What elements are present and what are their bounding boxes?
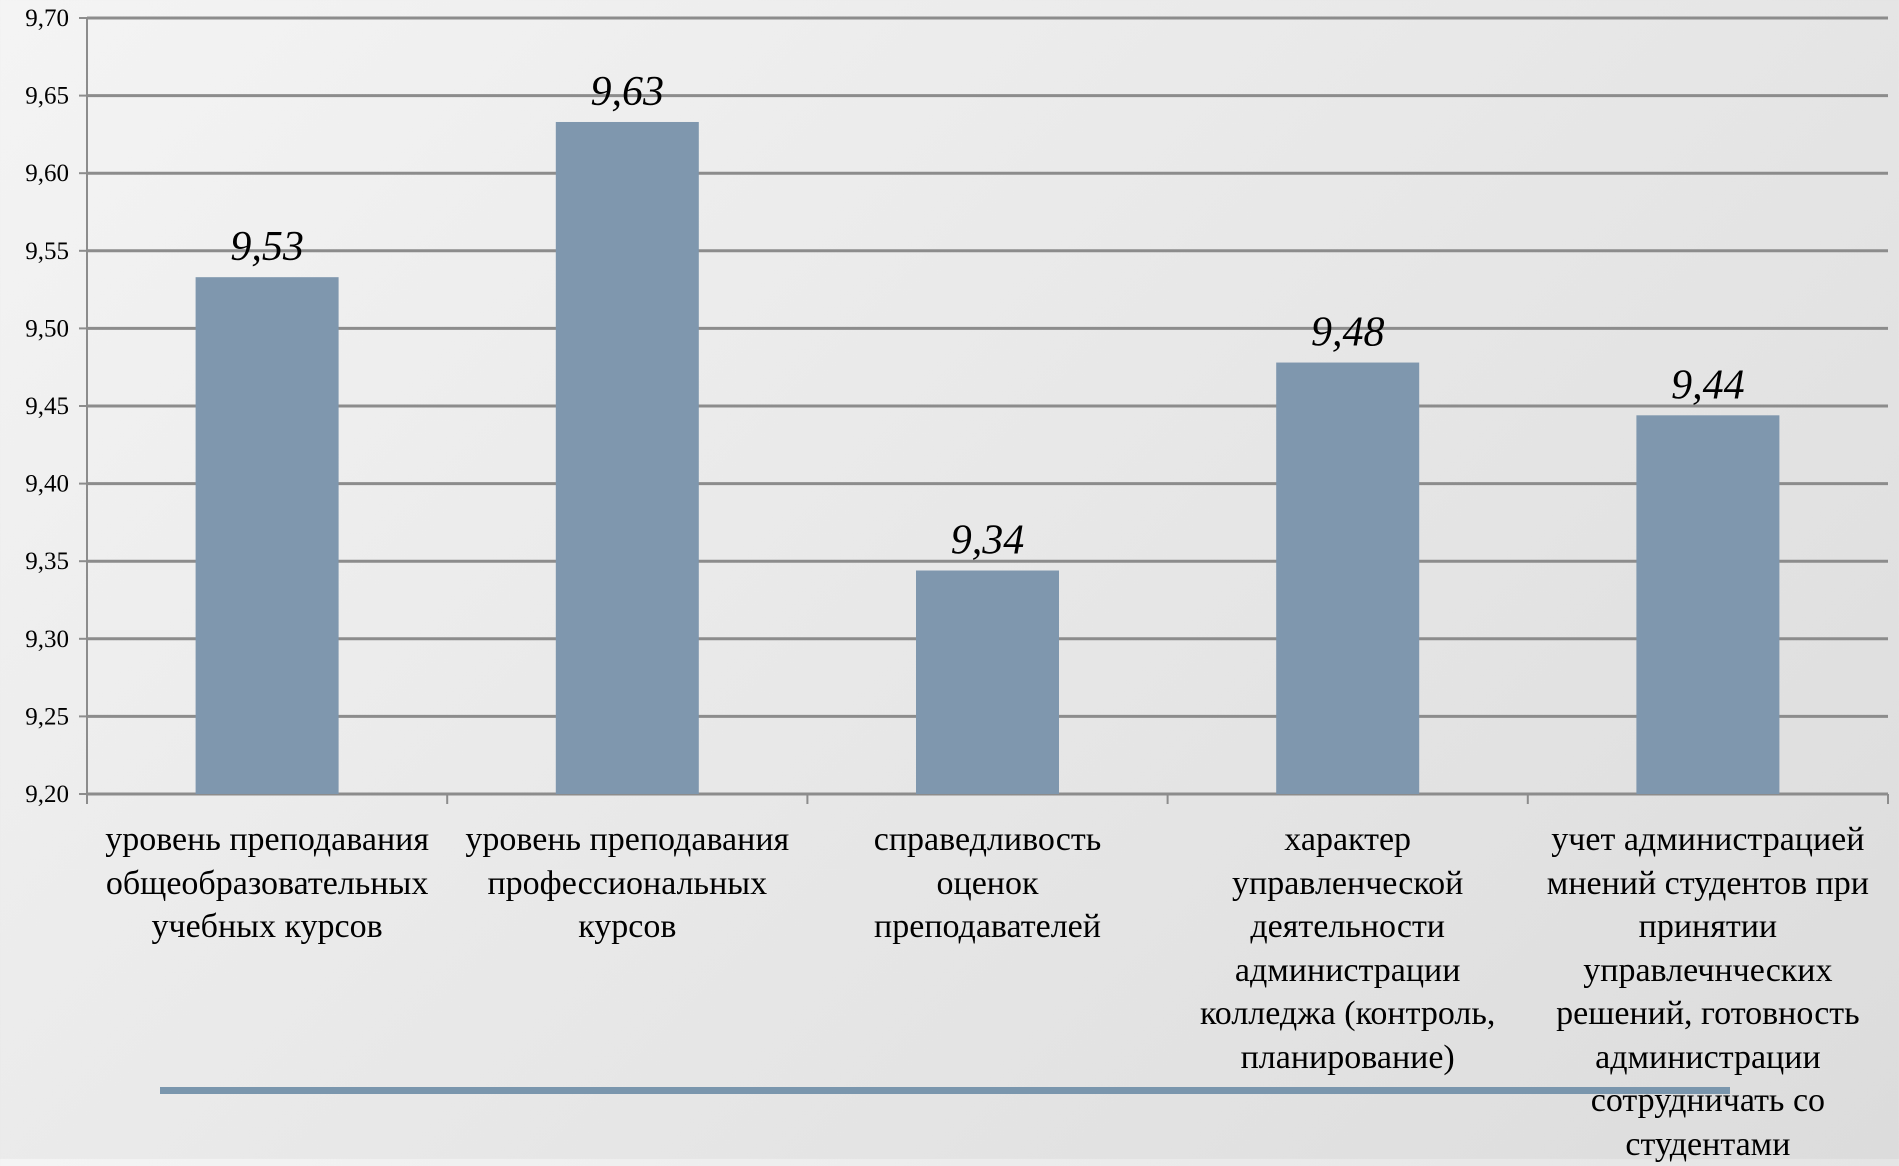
y-tick-label: 9,35: [25, 548, 69, 575]
decorative-underline: [160, 1087, 1730, 1094]
bar: [1276, 363, 1419, 794]
y-tick-label: 9,40: [25, 471, 69, 498]
data-label: 9,44: [1671, 362, 1745, 408]
x-category-label-line: принятии: [1528, 905, 1888, 949]
x-category-label-line: деятельности: [1168, 905, 1528, 949]
x-category-label-line: учебных курсов: [87, 905, 447, 949]
x-category-label-line: администрации: [1528, 1036, 1888, 1080]
data-label: 9,48: [1311, 310, 1385, 356]
x-category-label-line: характер: [1168, 818, 1528, 862]
y-tick-label: 9,20: [25, 781, 69, 808]
x-category-label-line: уровень преподавания: [447, 818, 807, 862]
x-category-label-line: мнений студентов при: [1528, 862, 1888, 906]
data-label: 9,63: [591, 69, 665, 115]
x-category-label-line: курсов: [447, 905, 807, 949]
x-category-label-line: учет администрацией: [1528, 818, 1888, 862]
y-tick-label: 9,70: [25, 5, 69, 32]
y-tick-label: 9,45: [25, 393, 69, 420]
x-category-label-line: оценок: [808, 862, 1168, 906]
x-category-label-line: планирование): [1168, 1036, 1528, 1080]
x-category-label-line: сотрудничать со: [1528, 1079, 1888, 1123]
y-tick-label: 9,25: [25, 703, 69, 730]
data-label: 9,53: [230, 224, 304, 270]
y-tick-label: 9,55: [25, 238, 69, 265]
x-category-label-line: колледжа (контроль,: [1168, 992, 1528, 1036]
y-tick-label: 9,50: [25, 315, 69, 342]
x-category-label-line: студентами: [1528, 1123, 1888, 1166]
x-category-label-line: управлечнческих: [1528, 949, 1888, 993]
x-category-label-line: общеобразовательных: [87, 862, 447, 906]
x-category-label-line: решений, готовность: [1528, 992, 1888, 1036]
x-category-label-line: преподавателей: [808, 905, 1168, 949]
x-category-label-line: справедливость: [808, 818, 1168, 862]
bar: [916, 571, 1059, 794]
data-label: 9,34: [951, 518, 1025, 564]
x-category-label-line: уровень преподавания: [87, 818, 447, 862]
y-tick-label: 9,60: [25, 160, 69, 187]
bar: [556, 122, 699, 794]
y-tick-label: 9,65: [25, 83, 69, 110]
x-category-label-line: управленческой: [1168, 862, 1528, 906]
x-category-label-line: администрации: [1168, 949, 1528, 993]
bar: [1636, 415, 1779, 794]
x-category-label-line: профессиональных: [447, 862, 807, 906]
bar: [196, 277, 339, 794]
y-tick-label: 9,30: [25, 626, 69, 653]
